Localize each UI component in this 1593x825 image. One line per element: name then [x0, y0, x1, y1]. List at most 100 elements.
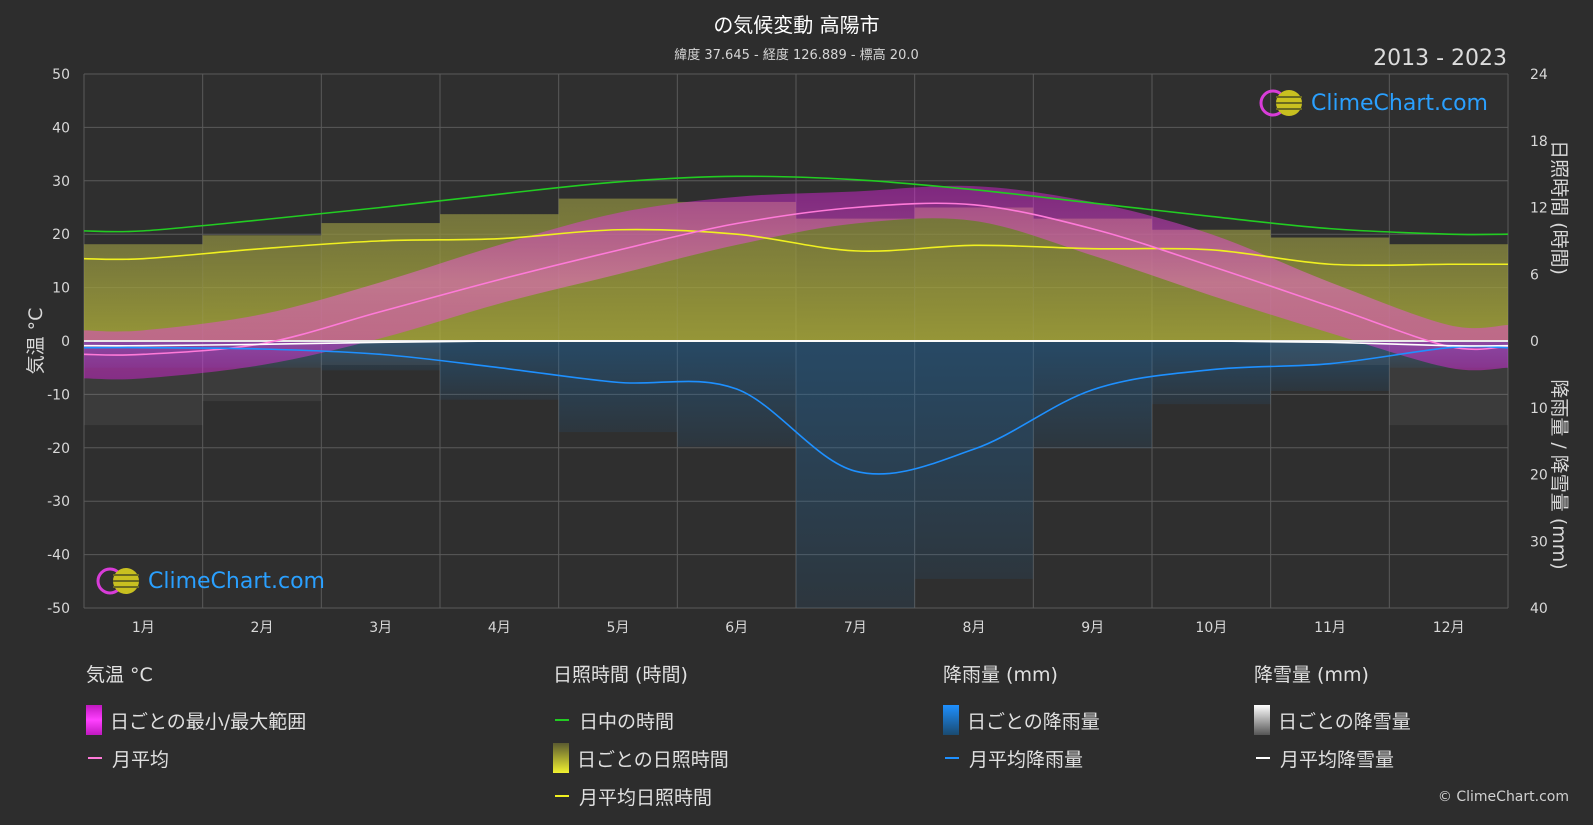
y-tick-label: -20: [47, 441, 70, 457]
legend-item: 日中の時間: [553, 701, 729, 739]
sunshine-bar: [796, 218, 915, 341]
x-tick-label: 1月: [132, 620, 155, 636]
sunshine-mean-swatch: [555, 795, 569, 797]
y-tick-label: 40: [52, 120, 70, 136]
y-tick-label: -50: [47, 601, 70, 617]
chart-subtitle: 緯度 37.645 - 経度 126.889 - 標高 20.0: [674, 48, 919, 63]
y-tick-label: 10: [52, 281, 70, 297]
daylight-line: [83, 175, 1509, 236]
x-tick-label: 7月: [844, 620, 867, 636]
legend-label: 月平均降雨量: [969, 748, 1084, 771]
x-tick-label: 3月: [369, 620, 392, 636]
legend-item: 日ごとの日照時間: [553, 739, 729, 777]
rain-bar: [1033, 341, 1152, 449]
rain-bar: [914, 341, 1034, 579]
y-right-tick-label: 10: [1530, 401, 1548, 417]
legend-item: 日ごとの降雨量: [943, 701, 1100, 739]
legend-title: 気温 °C: [86, 664, 153, 686]
x-tick-label: 4月: [488, 620, 511, 636]
legend-label: 月平均日照時間: [579, 786, 713, 809]
y-right-tick-label: 30: [1530, 534, 1548, 550]
y-right-axis-title: 日照時間 (時間): [1548, 140, 1570, 275]
chart-title: の気候変動 高陽市: [713, 13, 880, 37]
snow-mean-swatch: [1256, 757, 1270, 759]
logo-icon: [1259, 89, 1302, 117]
snow-swatch: [1254, 705, 1270, 735]
y-tick-label: -40: [47, 548, 70, 564]
snow-mean-line: [83, 340, 1509, 347]
x-tick-label: 12月: [1433, 620, 1465, 636]
legend-item: 月平均: [86, 739, 306, 777]
y-tick-label: 0: [61, 334, 70, 350]
x-tick-label: 6月: [725, 620, 748, 636]
legend-label: 日ごとの降雨量: [967, 710, 1100, 733]
y-axis-title: 気温 °C: [25, 308, 47, 375]
x-tick-label: 8月: [963, 620, 986, 636]
y-tick-label: 30: [52, 174, 70, 190]
legend-rain: 降雨量 (mm) 日ごとの降雨量 月平均降雨量: [943, 660, 1100, 777]
rain-bar: [796, 341, 915, 608]
y-right-bottom-axis-title: 降雨量 / 降雪量 (mm): [1548, 379, 1570, 569]
legend-label: 月平均: [112, 748, 170, 771]
rain-bar: [677, 341, 796, 447]
y-right-tick-label: 12: [1530, 201, 1548, 217]
series-lines: [83, 175, 1509, 475]
y-tick-label: 50: [52, 67, 70, 83]
x-tick-label: 9月: [1081, 620, 1104, 636]
rain-bar: [558, 341, 678, 433]
temperature-range-band: [84, 185, 1508, 380]
sunshine-bar: [84, 244, 203, 341]
temp-mean-line: [83, 202, 1509, 356]
rain-bar: [1152, 341, 1271, 405]
logo-top[interactable]: ClimeChart.com: [1259, 88, 1488, 118]
sunshine-bar: [914, 207, 1034, 341]
temp-mean-swatch: [88, 757, 102, 759]
y-right-tick-label: 0: [1530, 334, 1539, 350]
climate-chart: 50 40 30 20 10 0 -10 -20 -30 -40 -50 24 18 12 6 0 10 20 30…: [25, 67, 1570, 636]
sunshine-mean-line: [83, 228, 1508, 267]
legend-snow: 降雪量 (mm) 日ごとの降雪量 月平均降雪量: [1254, 660, 1411, 777]
logo-bottom[interactable]: ClimeChart.com: [96, 566, 325, 596]
legend-title: 降雪量 (mm): [1254, 664, 1369, 686]
legend-label: 月平均降雪量: [1280, 748, 1395, 771]
y-right-tick-label: 24: [1530, 67, 1548, 83]
legend-item: 日ごとの降雪量: [1254, 701, 1411, 739]
y-right-tick-label: 6: [1530, 267, 1539, 283]
sunshine-swatch: [553, 743, 569, 773]
logo-text: ClimeChart.com: [1311, 90, 1488, 116]
y-tick-label: 20: [52, 227, 70, 243]
legend-label: 日ごとの日照時間: [577, 748, 729, 771]
legend-title: 降雨量 (mm): [943, 664, 1058, 686]
legend-item: 月平均降雪量: [1254, 739, 1411, 777]
y-right-tick-label: 40: [1530, 601, 1548, 617]
temp-range-swatch: [86, 705, 102, 735]
rain-mean-line: [83, 345, 1509, 475]
logo-icon: [96, 567, 139, 595]
legend-title: 日照時間 (時間): [553, 664, 688, 686]
axis-labels: 50 40 30 20 10 0 -10 -20 -30 -40 -50 24 18 12 6 0 10 20 30…: [25, 67, 1570, 636]
y-right-tick-label: 20: [1530, 468, 1548, 484]
logo-text: ClimeChart.com: [148, 568, 325, 594]
daylight-swatch: [555, 719, 569, 721]
legend-label: 日ごとの降雪量: [1278, 710, 1411, 733]
legend-item: 日ごとの最小/最大範囲: [86, 701, 306, 739]
legend-item: 月平均降雨量: [943, 739, 1100, 777]
copyright: © ClimeChart.com: [1437, 789, 1569, 805]
legend-temperature: 気温 °C 日ごとの最小/最大範囲 月平均: [86, 660, 306, 777]
x-tick-label: 11月: [1314, 620, 1346, 636]
y-tick-label: -30: [47, 494, 70, 510]
rain-bar: [440, 341, 559, 400]
x-tick-label: 2月: [251, 620, 274, 636]
temperature-range-area: [84, 185, 1508, 380]
legend-sunshine: 日照時間 (時間) 日中の時間 日ごとの日照時間 月平均日照時間: [553, 660, 729, 815]
rain-mean-swatch: [945, 757, 959, 759]
y-right-tick-label: 18: [1530, 134, 1548, 150]
x-tick-label: 5月: [607, 620, 630, 636]
year-range: 2013 - 2023: [1373, 46, 1507, 71]
legend-item: 月平均日照時間: [553, 777, 729, 815]
x-tick-label: 10月: [1195, 620, 1227, 636]
legend-label: 日中の時間: [579, 710, 675, 733]
y-tick-label: -10: [47, 387, 70, 403]
legend-label: 日ごとの最小/最大範囲: [110, 710, 307, 733]
rain-swatch: [943, 705, 959, 735]
